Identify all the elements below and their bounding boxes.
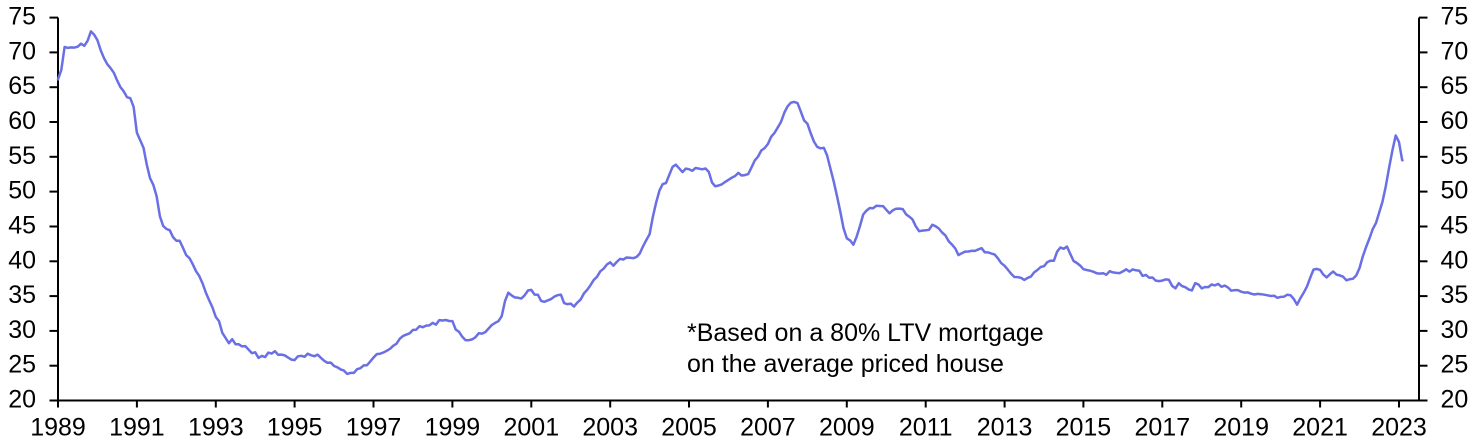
svg-text:2001: 2001 <box>503 414 559 442</box>
svg-text:35: 35 <box>8 281 36 309</box>
svg-text:20: 20 <box>8 386 36 414</box>
svg-text:30: 30 <box>1441 316 1469 344</box>
svg-text:25: 25 <box>1441 351 1469 379</box>
svg-text:1995: 1995 <box>267 414 323 442</box>
svg-text:1989: 1989 <box>30 414 86 442</box>
svg-text:35: 35 <box>1441 281 1469 309</box>
svg-text:30: 30 <box>8 316 36 344</box>
svg-text:2017: 2017 <box>1134 414 1190 442</box>
svg-text:1997: 1997 <box>346 414 402 442</box>
svg-text:2005: 2005 <box>661 414 717 442</box>
svg-text:2011: 2011 <box>899 414 953 442</box>
svg-text:*Based on a 80% LTV mortgage: *Based on a 80% LTV mortgage <box>687 319 1044 347</box>
svg-text:2023: 2023 <box>1371 414 1427 442</box>
svg-text:20: 20 <box>1441 386 1469 414</box>
svg-text:45: 45 <box>1441 212 1469 240</box>
svg-text:25: 25 <box>8 351 36 379</box>
svg-text:40: 40 <box>1441 246 1469 274</box>
svg-text:65: 65 <box>8 72 36 100</box>
svg-text:2019: 2019 <box>1213 414 1269 442</box>
svg-text:1999: 1999 <box>425 414 481 442</box>
svg-text:75: 75 <box>1441 3 1469 31</box>
svg-text:2009: 2009 <box>819 414 875 442</box>
svg-text:75: 75 <box>8 3 36 31</box>
svg-text:45: 45 <box>8 212 36 240</box>
svg-text:70: 70 <box>8 37 36 65</box>
svg-text:40: 40 <box>8 246 36 274</box>
svg-text:1991: 1991 <box>109 414 165 442</box>
svg-text:50: 50 <box>8 177 36 205</box>
svg-text:2015: 2015 <box>1056 414 1112 442</box>
svg-text:60: 60 <box>8 107 36 135</box>
svg-text:2007: 2007 <box>740 414 796 442</box>
svg-text:65: 65 <box>1441 72 1469 100</box>
svg-text:55: 55 <box>1441 142 1469 170</box>
svg-text:70: 70 <box>1441 37 1469 65</box>
svg-text:2013: 2013 <box>977 414 1033 442</box>
svg-text:55: 55 <box>8 142 36 170</box>
svg-text:50: 50 <box>1441 177 1469 205</box>
svg-text:2021: 2021 <box>1292 414 1348 442</box>
svg-text:on the average priced house: on the average priced house <box>687 350 1004 378</box>
svg-text:1993: 1993 <box>188 414 244 442</box>
svg-text:60: 60 <box>1441 107 1469 135</box>
svg-text:2003: 2003 <box>582 414 638 442</box>
